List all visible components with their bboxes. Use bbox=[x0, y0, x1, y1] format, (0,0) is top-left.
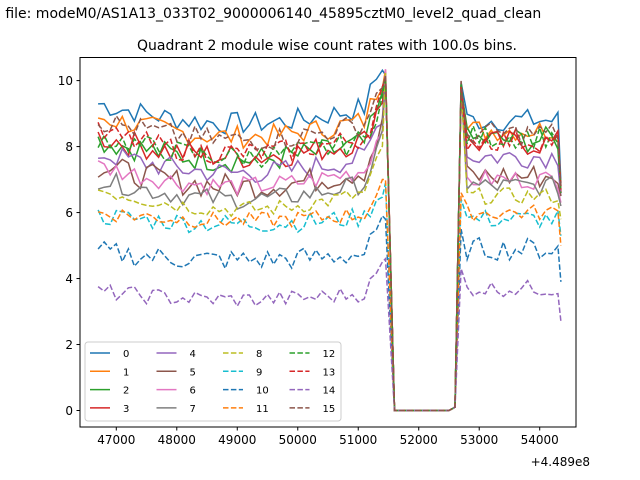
y-tick-label: 8 bbox=[65, 140, 73, 154]
legend-label-15: 15 bbox=[323, 404, 336, 415]
legend-label-1: 1 bbox=[123, 367, 129, 378]
chart-suptitle: n file: modeM0/AS1A13_033T02_9000006140_… bbox=[0, 6, 541, 22]
series-line-6 bbox=[97, 69, 562, 412]
series-line-13 bbox=[97, 77, 562, 412]
x-tick-label: 54000 bbox=[521, 433, 559, 447]
series-line-12 bbox=[97, 76, 562, 412]
x-tick-label: 48000 bbox=[158, 433, 196, 447]
x-tick-label: 50000 bbox=[279, 433, 317, 447]
y-tick-label: 6 bbox=[65, 206, 73, 220]
x-tick-label: 53000 bbox=[460, 433, 498, 447]
chart-title: Quadrant 2 module wise count rates with … bbox=[137, 38, 517, 54]
series-line-5 bbox=[97, 73, 562, 412]
legend-box bbox=[84, 341, 342, 422]
legend-label-6: 6 bbox=[190, 386, 196, 397]
legend-label-8: 8 bbox=[256, 349, 262, 360]
legend-label-2: 2 bbox=[123, 386, 129, 397]
x-tick-label: 51000 bbox=[339, 433, 377, 447]
legend-label-7: 7 bbox=[190, 404, 196, 415]
x-tick-label: 47000 bbox=[97, 433, 135, 447]
x-axis: 47000 48000 49000 50000 51000 52000 53000 54000 bbox=[97, 427, 559, 447]
x-tick-label: 49000 bbox=[218, 433, 256, 447]
y-tick-label: 4 bbox=[65, 272, 73, 286]
x-tick-label: 52000 bbox=[400, 433, 438, 447]
y-tick-label: 0 bbox=[65, 404, 73, 418]
legend-label-3: 3 bbox=[123, 404, 129, 415]
legend-label-14: 14 bbox=[323, 386, 336, 397]
legend-label-11: 11 bbox=[256, 404, 269, 415]
series-line-14 bbox=[97, 256, 562, 412]
legend-label-9: 9 bbox=[256, 367, 262, 378]
legend-label-0: 0 bbox=[123, 349, 129, 360]
legend-label-5: 5 bbox=[190, 367, 196, 378]
legend-label-12: 12 bbox=[323, 349, 336, 360]
plot-frame bbox=[79, 57, 577, 428]
series-line-7 bbox=[97, 76, 562, 412]
series-line-1 bbox=[97, 69, 562, 412]
series-line-11 bbox=[97, 178, 562, 412]
y-tick-label: 10 bbox=[58, 74, 73, 88]
legend-label-10: 10 bbox=[256, 386, 269, 397]
series-line-4 bbox=[98, 73, 562, 412]
x-offset-label: +4.489e8 bbox=[531, 455, 590, 469]
series-line-8 bbox=[97, 72, 562, 412]
series-line-15 bbox=[97, 75, 562, 412]
plot-lines bbox=[97, 68, 562, 412]
series-line-2 bbox=[97, 73, 562, 412]
y-axis: 0 2 4 6 8 10 bbox=[58, 74, 80, 418]
legend-label-13: 13 bbox=[323, 367, 336, 378]
y-tick-label: 2 bbox=[65, 338, 73, 352]
legend-label-4: 4 bbox=[190, 349, 196, 360]
